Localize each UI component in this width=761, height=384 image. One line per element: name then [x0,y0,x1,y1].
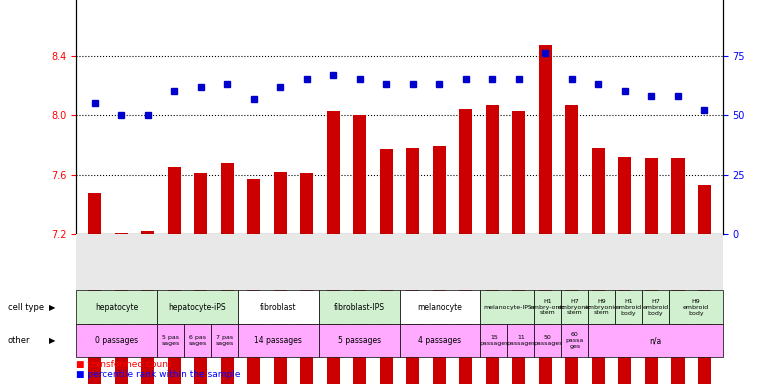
Text: H1
embry­onic
stem: H1 embry­onic stem [530,299,565,316]
Bar [459,109,473,384]
Bar [512,111,525,384]
Bar [486,105,499,384]
Bar [115,233,128,384]
Bar [194,173,207,384]
Bar [539,45,552,384]
Bar [88,192,101,384]
Text: 60
passa
ges: 60 passa ges [565,333,584,349]
Text: 7 pas
sages: 7 pas sages [215,335,234,346]
Text: H1
embroid
body: H1 embroid body [616,299,642,316]
Bar [274,172,287,384]
Bar [221,163,234,384]
Bar [326,111,340,384]
Text: 5 passages: 5 passages [338,336,380,345]
Text: 11
passages: 11 passages [506,335,536,346]
Bar [671,158,684,384]
Bar [645,158,658,384]
Text: ■ percentile rank within the sample: ■ percentile rank within the sample [76,370,240,379]
Text: fibroblast-IPS: fibroblast-IPS [333,303,384,312]
Text: other: other [8,336,30,345]
Text: 4 passages: 4 passages [419,336,461,345]
Text: 14 passages: 14 passages [254,336,302,345]
Text: melanocyte-IPS: melanocyte-IPS [483,305,532,310]
Text: ▶: ▶ [49,336,55,345]
Bar [618,157,632,384]
Text: 5 pas
sages: 5 pas sages [161,335,180,346]
Bar [565,105,578,384]
Text: H7
embryonic
stem: H7 embryonic stem [558,299,591,316]
Text: 6 pas
sages: 6 pas sages [188,335,206,346]
Text: fibroblast: fibroblast [260,303,297,312]
Text: ▶: ▶ [49,303,55,312]
Text: cell type: cell type [8,303,43,312]
Bar [353,115,366,384]
Bar [167,167,181,384]
Text: hepatocyte: hepatocyte [95,303,139,312]
Bar [592,148,605,384]
Text: H7
embroid
body: H7 embroid body [642,299,669,316]
Bar [406,148,419,384]
Text: 0 passages: 0 passages [95,336,138,345]
Text: melanocyte: melanocyte [418,303,463,312]
Bar [300,173,314,384]
Text: n/a: n/a [649,336,662,345]
Text: 50
passages: 50 passages [533,335,562,346]
Text: H9
embryonic
stem: H9 embryonic stem [585,299,619,316]
Text: hepatocyte-iPS: hepatocyte-iPS [169,303,226,312]
Bar [380,149,393,384]
Bar [247,179,260,384]
Text: ■ transformed count: ■ transformed count [76,360,172,369]
Bar [698,185,711,384]
Text: 15
passages: 15 passages [479,335,508,346]
Bar [141,231,154,384]
Text: H9
embroid
body: H9 embroid body [683,299,709,316]
Bar [433,146,446,384]
